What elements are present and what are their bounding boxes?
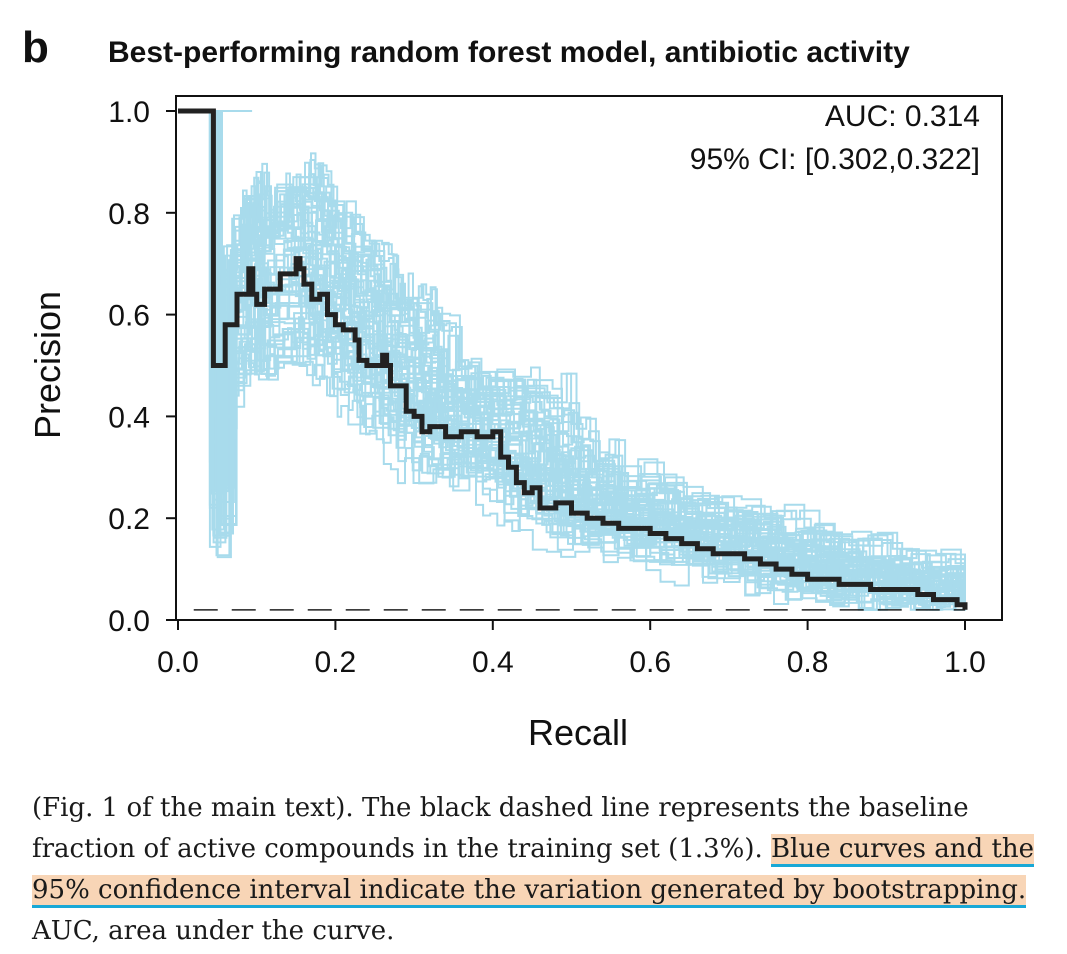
caption-text-end: AUC, area under the curve. bbox=[32, 916, 395, 946]
x-tick-label: 0.2 bbox=[315, 646, 357, 679]
x-tick-label: 0.0 bbox=[157, 646, 199, 679]
x-axis-ticks: 0.0 0.2 0.4 0.6 0.8 1.0 bbox=[157, 620, 986, 679]
main-curve-layer bbox=[178, 108, 968, 610]
chart-title: Best-performing random forest model, ant… bbox=[108, 36, 910, 69]
panel-label: b bbox=[22, 23, 49, 72]
y-axis-label: Precision bbox=[27, 291, 68, 439]
x-tick-label: 0.6 bbox=[629, 646, 671, 679]
pr-curve-figure: b Best-performing random forest model, a… bbox=[22, 23, 1003, 753]
y-tick-label: 0.6 bbox=[108, 300, 150, 333]
bootstrap-curve bbox=[178, 110, 917, 610]
x-tick-label: 1.0 bbox=[944, 646, 986, 679]
bootstrap-curve bbox=[178, 110, 966, 610]
y-tick-label: 0.4 bbox=[108, 401, 150, 434]
ci-annotation: 95% CI: [0.302,0.322] bbox=[690, 143, 980, 176]
bootstrap-curve bbox=[178, 110, 966, 610]
x-axis-label: Recall bbox=[528, 712, 628, 753]
bootstrap-curve bbox=[178, 110, 946, 610]
bootstrap-curve bbox=[178, 110, 966, 610]
auc-annotation: AUC: 0.314 bbox=[825, 100, 980, 133]
x-tick-label: 0.8 bbox=[787, 646, 829, 679]
caption-text: (Fig. 1 of the main text). The black das… bbox=[32, 793, 969, 864]
y-tick-label: 0.2 bbox=[108, 503, 150, 536]
y-axis-ticks: 0.0 0.2 0.4 0.6 0.8 1.0 bbox=[108, 96, 176, 638]
figure-caption: (Fig. 1 of the main text). The black das… bbox=[32, 788, 1042, 952]
best-model-curve bbox=[178, 108, 968, 610]
bootstrap-curve bbox=[178, 110, 966, 610]
bootstrap-curves bbox=[178, 110, 966, 611]
x-tick-label: 0.4 bbox=[472, 646, 514, 679]
bootstrap-curve bbox=[178, 110, 966, 610]
y-tick-label: 0.8 bbox=[108, 198, 150, 231]
plot-frame bbox=[175, 95, 1003, 621]
y-tick-label: 0.0 bbox=[108, 605, 150, 638]
y-tick-label: 1.0 bbox=[108, 96, 150, 129]
